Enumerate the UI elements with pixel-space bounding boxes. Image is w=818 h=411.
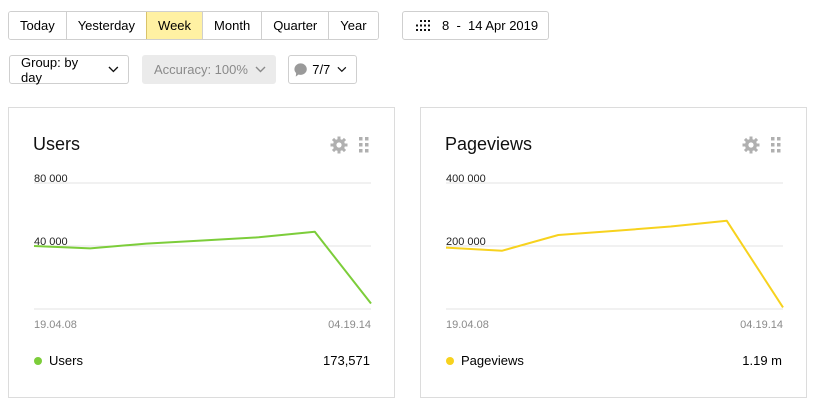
drag-handle-icon[interactable] <box>771 137 781 153</box>
legend-label: Pageviews <box>461 353 524 368</box>
group-by-dropdown[interactable]: Group: by day <box>9 54 129 85</box>
series-line <box>33 230 372 305</box>
period-month-button[interactable]: Month <box>202 12 262 39</box>
chevron-down-icon <box>255 66 266 73</box>
legend-color-dot <box>34 356 42 365</box>
accuracy-label: Accuracy: 100% <box>154 62 248 77</box>
legend-label: Users <box>49 353 83 368</box>
chart-legend: Users <box>34 353 83 368</box>
period-today-button[interactable]: Today <box>9 12 66 39</box>
chevron-down-icon <box>337 66 347 73</box>
users-line-chart: 80 000 40 000 19.04.08 04.19.14 <box>33 173 372 331</box>
calendar-grid-icon <box>416 20 430 31</box>
y-tick-label: 400 000 <box>446 173 486 185</box>
y-tick-label: 40 000 <box>34 236 68 248</box>
x-tick-label: 04.19.14 <box>328 319 371 331</box>
gear-icon[interactable] <box>742 136 760 154</box>
legend-color-dot <box>446 356 454 365</box>
y-tick-label: 200 000 <box>446 236 486 248</box>
metric-total: 173,571 <box>323 353 370 368</box>
users-widget: Users 80 000 40 000 19.04.08 04.19.14 Users… <box>8 107 395 398</box>
gear-icon[interactable] <box>330 136 348 154</box>
x-tick-label: 19.04.08 <box>446 319 489 331</box>
drag-handle-icon[interactable] <box>359 137 369 153</box>
metric-total: 1.19 m <box>742 353 782 368</box>
series-line <box>445 219 784 308</box>
period-selector: Today Yesterday Week Month Quarter Year <box>8 11 379 40</box>
period-year-button[interactable]: Year <box>328 12 378 39</box>
pageviews-line-chart: 400 000 200 000 19.04.08 04.19.14 <box>445 173 784 331</box>
segment-dropdown[interactable]: 7/7 <box>288 55 357 84</box>
segment-label: 7/7 <box>312 62 331 77</box>
pageviews-widget: Pageviews 400 000 200 000 19.04.08 04.19.14… <box>420 107 807 398</box>
widget-title: Pageviews <box>445 134 533 154</box>
x-tick-label: 04.19.14 <box>740 319 783 331</box>
y-tick-label: 80 000 <box>34 173 68 185</box>
period-week-button[interactable]: Week <box>146 12 203 39</box>
date-range-button[interactable]: 8 - 14 Apr 2019 <box>402 11 549 40</box>
x-tick-label: 19.04.08 <box>34 319 77 331</box>
period-yesterday-button[interactable]: Yesterday <box>65 12 147 39</box>
widget-title: Users <box>33 134 81 154</box>
period-quarter-button[interactable]: Quarter <box>261 12 329 39</box>
date-range-label: 8 - 14 Apr 2019 <box>442 18 539 33</box>
group-by-label: Group: by day <box>21 54 79 85</box>
chevron-down-icon <box>108 66 119 73</box>
speech-bubble-icon <box>294 62 307 77</box>
accuracy-dropdown[interactable]: Accuracy: 100% <box>142 55 276 84</box>
chart-legend: Pageviews <box>446 353 524 368</box>
